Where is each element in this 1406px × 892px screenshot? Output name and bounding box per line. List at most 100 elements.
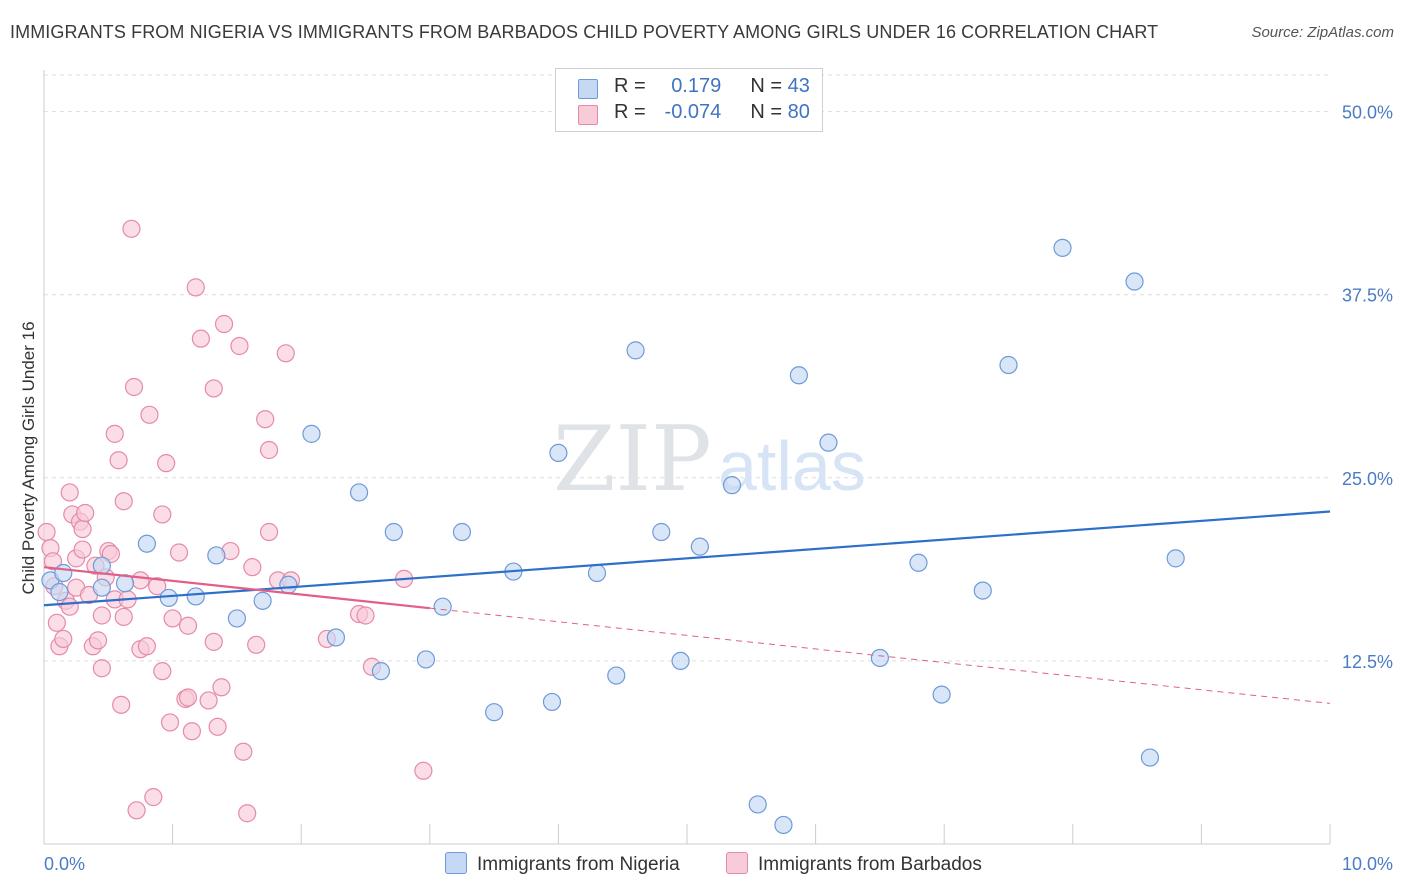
nigeria-point [302, 424, 321, 443]
tick-labels: 12.5% 25.0% 37.5% 50.0% 0.0% 10.0% [44, 103, 1393, 874]
barbados-point [204, 632, 223, 651]
x-tick-label: 0.0% [44, 854, 85, 874]
nigeria-point [1053, 238, 1072, 257]
y-tick-label: 50.0% [1342, 103, 1393, 123]
n-label: N = [750, 101, 783, 123]
barbados-point [122, 219, 141, 238]
n-value: 43 [787, 75, 810, 97]
barbados-point [60, 597, 79, 616]
nigeria-point [607, 666, 626, 685]
watermark-atlas: atlas [718, 427, 866, 505]
legend-label-barbados: Immigrants from Barbados [758, 854, 982, 875]
barbados-point [243, 558, 262, 577]
barbados-point [92, 606, 111, 625]
nigeria-point [626, 341, 645, 360]
nigeria-point [819, 433, 838, 452]
nigeria-point [92, 578, 111, 597]
barbados-trendline [43, 566, 430, 610]
nigeria-point [433, 597, 452, 616]
nigeria-point [1166, 549, 1185, 568]
nigeria-point [452, 522, 472, 542]
axes [43, 70, 1331, 845]
barbados-points [37, 219, 433, 823]
nigeria-point [416, 650, 436, 669]
barbados-point [259, 440, 279, 460]
nigeria-swatch [578, 79, 598, 99]
y-tick-label: 25.0% [1342, 469, 1393, 489]
barbados-point [276, 344, 295, 363]
barbados-point [247, 635, 266, 654]
barbados-point [88, 631, 108, 650]
x-tick-label: 10.0% [1342, 854, 1393, 874]
nigeria-point [159, 588, 178, 608]
barbados-point [60, 483, 79, 502]
barbados-point [144, 788, 163, 807]
barbados-point [182, 722, 201, 741]
barbados-point [169, 543, 189, 562]
barbados-point [153, 505, 172, 524]
nigeria-point [485, 703, 504, 722]
nigeria-point [253, 591, 272, 610]
nigeria-point [932, 685, 951, 704]
barbados-point [157, 454, 176, 473]
barbados-point [127, 801, 146, 820]
nigeria-point [671, 651, 690, 671]
barbados-point [199, 691, 218, 710]
r-label: R = [614, 75, 646, 97]
barbados-point [43, 552, 63, 571]
barbados-point [178, 688, 198, 707]
nigeria-point [722, 476, 742, 495]
grid [44, 74, 1330, 662]
barbados-point [153, 662, 172, 681]
r-value: -0.074 [664, 101, 722, 123]
barbados-point [178, 616, 198, 635]
watermark-zip: ZIP [553, 407, 712, 512]
nigeria-legend-swatch [445, 852, 467, 874]
barbados-point [212, 678, 231, 697]
barbados-point [54, 629, 73, 649]
barbados-point [148, 577, 167, 596]
source-label: Source: ZipAtlas.com [1251, 24, 1394, 41]
nigeria-point [349, 483, 369, 502]
nigeria-point [789, 366, 808, 385]
barbados-point [234, 742, 253, 761]
barbados-point [114, 492, 133, 511]
nigeria-point [227, 609, 246, 628]
barbados-legend-swatch [726, 852, 748, 874]
barbados-point [356, 606, 375, 625]
barbados-point [105, 424, 124, 443]
nigeria-point [774, 815, 793, 835]
y-tick-label: 12.5% [1342, 652, 1393, 672]
y-tick-label: 37.5% [1342, 286, 1393, 306]
nigeria-point [549, 443, 568, 463]
nigeria-point [326, 628, 346, 647]
nigeria-point [870, 648, 890, 668]
nigeria-point [542, 692, 562, 712]
barbados-point [137, 637, 156, 656]
nigeria-trendline [43, 510, 1331, 607]
barbados-point [73, 540, 92, 559]
barbados-point [47, 613, 66, 632]
nigeria-point [207, 546, 226, 565]
trendlines [43, 510, 1331, 704]
nigeria-point [690, 537, 709, 556]
barbados-point [256, 410, 275, 429]
barbados-trendline-extension [429, 607, 1331, 704]
barbados-point [140, 405, 159, 424]
nigeria-point [279, 575, 298, 594]
r-value: 0.179 [671, 75, 722, 97]
barbados-point [238, 804, 257, 823]
nigeria-point [371, 662, 391, 681]
barbados-point [259, 522, 279, 542]
barbados-point [114, 607, 133, 627]
watermark: ZIP atlas [553, 407, 866, 512]
n-value: 80 [787, 101, 810, 123]
y-axis-label: Child Poverty Among Girls Under 16 [19, 321, 38, 594]
barbados-point [92, 659, 111, 678]
nigeria-point [909, 553, 928, 572]
barbados-point [109, 451, 128, 470]
barbados-swatch [578, 105, 598, 125]
barbados-point [37, 522, 56, 542]
barbados-point [124, 377, 144, 397]
